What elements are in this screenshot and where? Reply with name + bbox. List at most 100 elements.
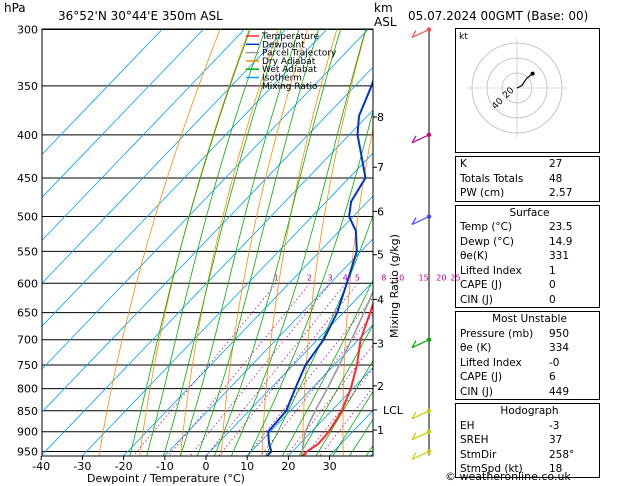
row-value: -0	[549, 356, 560, 369]
y-tick-label: 800	[17, 383, 38, 396]
dry-adiabat-line	[382, 4, 431, 455]
km-tick-label: 1	[377, 424, 384, 437]
surface-section: Surface Temp (°C) 23.5 Dewp (°C) 14.9 θe(K) 3…	[455, 204, 600, 308]
wet-adiabat-line	[247, 109, 373, 456]
row-value: 950	[549, 327, 570, 340]
series-parcel-trajectory	[300, 289, 373, 456]
wind-barb	[411, 215, 430, 226]
table-row: PW (cm) 2.57	[456, 186, 599, 201]
mixing-ratio-axis-label: Mixing Ratio (g/kg)	[388, 234, 401, 338]
wet-adiabat-line	[179, 29, 300, 456]
copyright: © weatheronline.co.uk	[445, 470, 571, 483]
legend-entry: Dry Adiabat	[262, 57, 316, 67]
hodograph-section: Hodograph EH -3 SREH 37 StmDir 258° StmSpd (kt…	[455, 403, 600, 478]
wet-adiabat-line	[230, 29, 367, 456]
y-tick-label: 450	[17, 172, 38, 185]
wind-barb-dot	[426, 27, 432, 32]
row-label: CAPE (J)	[460, 371, 503, 383]
legend-entry: Wet Adiabat	[262, 65, 317, 75]
row-label: Totals Totals	[460, 172, 524, 185]
isotherm-line	[42, 29, 370, 370]
table-row: StmSpd (kt) 18	[456, 462, 599, 477]
wind-barb-dot	[426, 337, 432, 342]
table-row: CAPE (J) 0	[456, 278, 599, 293]
y-tick-label: 300	[17, 24, 38, 37]
series-dewpoint	[265, 78, 373, 456]
row-label: Lifted Index	[460, 356, 522, 369]
mixing-ratio-line	[285, 344, 373, 456]
wet-adiabat-line	[163, 29, 282, 456]
row-label: θe(K)	[460, 250, 488, 262]
row-value: 1	[549, 264, 556, 277]
legend-entry: Temperature	[261, 32, 319, 42]
most-unstable-title: Most Unstable	[492, 313, 567, 325]
y-tick-label: 700	[17, 334, 38, 347]
table-row: K 27	[456, 157, 599, 172]
hodograph-unit-label: kt	[459, 32, 468, 42]
wind-barb-dot	[426, 214, 432, 219]
isotherm-line	[42, 29, 246, 241]
row-label: Pressure (mb)	[460, 327, 534, 340]
legend-entry: Parcel Trajectory	[262, 49, 337, 59]
asl-label: ASL	[374, 15, 397, 29]
row-value: 334	[549, 342, 570, 354]
dry-adiabat-line	[625, 4, 629, 455]
wind-barb-flag	[411, 135, 417, 144]
wind-barb	[411, 450, 430, 461]
row-label: SREH	[460, 434, 489, 446]
isotherm-line	[42, 29, 164, 156]
row-label: Lifted Index	[460, 264, 522, 277]
km-tick-label: 6	[377, 205, 384, 218]
wind-barb-dot	[426, 429, 432, 434]
wind-barb-flag	[411, 432, 417, 441]
mixing-ratio-tick-label: 20	[436, 273, 446, 282]
most-unstable-section: Most Unstable Pressure (mb) 950 θe (K) 334 L…	[455, 311, 600, 400]
mixing-ratio-line	[246, 296, 373, 456]
row-label: PW (cm)	[460, 187, 505, 199]
row-value: 6	[549, 371, 556, 383]
mixing-ratio-line	[167, 283, 311, 456]
row-label: CAPE (J)	[460, 279, 503, 291]
wind-barb-dot	[426, 449, 432, 454]
hpa-label: hPa	[4, 1, 26, 15]
km-tick-label: 8	[377, 111, 384, 124]
wind-barb	[411, 431, 430, 441]
wind-barb-dot	[426, 408, 432, 413]
x-tick-label: 30	[323, 460, 337, 473]
row-label: EH	[460, 419, 475, 432]
table-row: StmDir 258°	[456, 448, 599, 463]
wind-barb-flag	[411, 217, 417, 225]
legend-entry: Mixing Ratio	[262, 82, 318, 92]
km-tick-label: 7	[377, 161, 384, 174]
row-value: 331	[549, 250, 570, 262]
series-temperature	[301, 300, 373, 456]
table-row: CIN (J) 449	[456, 385, 599, 400]
wet-adiabat-line	[298, 323, 373, 456]
table-row: CIN (J) 0	[456, 293, 599, 308]
table-row: Totals Totals 48	[456, 172, 599, 187]
row-label: Temp (°C)	[460, 221, 513, 233]
axes: 1 2 3 4 5 8 10 15 20 2530035040045050055060065070…	[17, 24, 461, 474]
mixing-ratio-tick-label: 3	[328, 273, 333, 282]
wind-barb-flag	[411, 452, 417, 460]
datetime-title: 05.07.2024 00GMT (Base: 00)	[408, 9, 588, 23]
dry-adiabat-line	[98, 29, 221, 456]
table-row: Lifted Index 1	[456, 264, 599, 279]
wind-barb	[411, 339, 430, 349]
hodograph-storm-dot	[530, 71, 535, 76]
wet-adiabat-line	[213, 29, 342, 456]
hodograph-trace	[516, 73, 533, 89]
km-tick-label: 2	[377, 380, 384, 393]
dry-adiabat-line	[139, 29, 250, 456]
location-title: 36°52'N 30°44'E 350m ASL	[58, 9, 223, 23]
y-tick-label: 600	[17, 277, 38, 290]
wind-barb-dot	[426, 132, 432, 138]
mixing-ratio-tick-label: 15	[418, 273, 428, 282]
table-row: θe(K) 331	[456, 249, 599, 264]
wind-barbs	[411, 27, 432, 461]
y-tick-label: 850	[17, 405, 38, 418]
row-value: 0	[549, 279, 556, 291]
row-value: 258°	[549, 448, 575, 461]
row-value: 27	[549, 158, 563, 170]
row-label: StmDir	[460, 448, 497, 461]
